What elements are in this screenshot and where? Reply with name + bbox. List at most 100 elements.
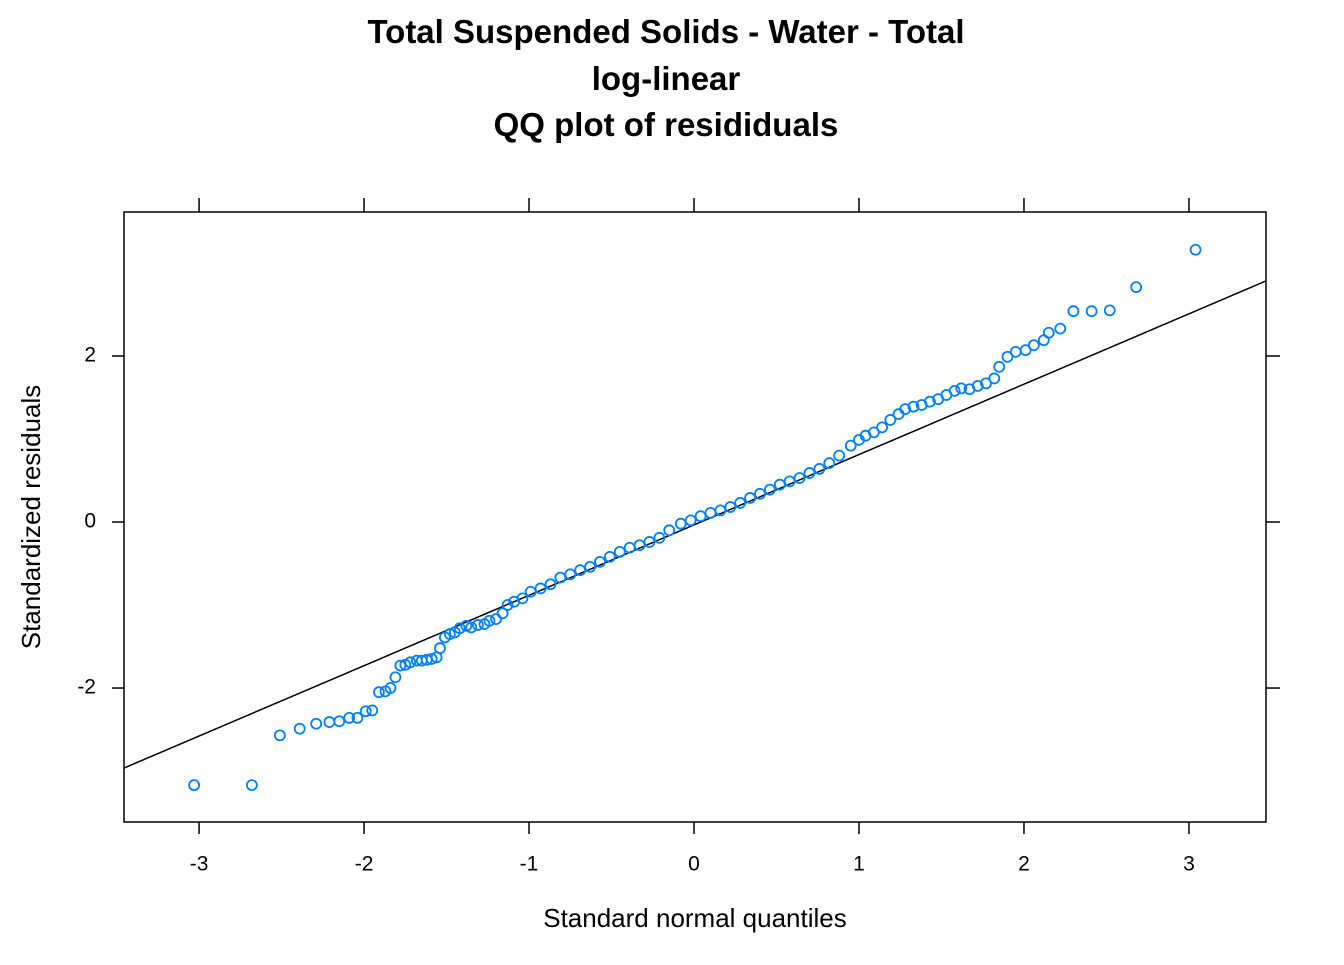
- point: [714, 504, 727, 517]
- point: [1085, 305, 1098, 318]
- point: [310, 717, 323, 730]
- point: [724, 501, 737, 513]
- point: [1027, 339, 1040, 352]
- x-tick-label: 2: [1018, 853, 1030, 876]
- x-tick-label: 3: [1183, 853, 1195, 876]
- point: [1009, 345, 1022, 358]
- y-tick-label: -2: [77, 676, 96, 699]
- point: [351, 712, 364, 724]
- point: [584, 560, 596, 573]
- point: [955, 382, 968, 395]
- point: [844, 439, 857, 452]
- x-axis-label: Standard normal quantiles: [543, 903, 847, 933]
- point: [574, 564, 587, 577]
- point: [1130, 281, 1143, 294]
- x-tick-label: -2: [355, 853, 374, 876]
- point: [394, 659, 407, 672]
- point: [663, 524, 676, 537]
- point: [744, 492, 757, 504]
- point: [773, 478, 786, 491]
- point: [496, 607, 509, 620]
- point: [613, 546, 626, 558]
- point: [783, 475, 796, 488]
- point: [359, 705, 372, 718]
- x-tick-label: 0: [688, 853, 700, 876]
- point: [1054, 322, 1067, 335]
- point: [554, 571, 567, 584]
- point: [245, 779, 258, 792]
- point: [490, 613, 502, 626]
- point: [833, 449, 846, 462]
- point: [764, 483, 776, 496]
- point: [704, 506, 717, 519]
- point: [694, 510, 707, 523]
- chart-title: Total Suspended Solids - Water - Total: [367, 13, 964, 50]
- point: [971, 379, 984, 392]
- point: [1019, 344, 1032, 357]
- point: [884, 414, 897, 426]
- chart-subtitle: QQ plot of resididuals: [494, 106, 839, 143]
- point: [483, 614, 496, 627]
- point: [653, 531, 666, 544]
- chart-subtitle: log-linear: [592, 60, 741, 97]
- point: [734, 497, 747, 509]
- point: [948, 384, 961, 397]
- point: [343, 712, 356, 724]
- reference-line: [123, 280, 1267, 769]
- point: [465, 621, 478, 634]
- point: [1189, 243, 1202, 256]
- point: [993, 360, 1006, 373]
- point: [1042, 326, 1055, 339]
- point: [623, 541, 636, 554]
- point: [1067, 305, 1080, 318]
- point: [501, 599, 514, 611]
- point: [524, 585, 537, 598]
- point: [603, 550, 616, 563]
- x-tick-label: -3: [190, 853, 209, 876]
- point: [434, 642, 446, 655]
- point: [516, 592, 529, 605]
- point: [988, 372, 1001, 385]
- point: [534, 582, 547, 595]
- point: [643, 536, 656, 548]
- point: [674, 517, 687, 530]
- point: [471, 619, 484, 631]
- point: [823, 457, 836, 469]
- x-tick-label: 1: [853, 853, 865, 876]
- point: [274, 729, 286, 742]
- point: [564, 568, 577, 581]
- point: [443, 628, 456, 640]
- point: [404, 656, 417, 669]
- y-axis-label: Standardized residuals: [16, 385, 46, 650]
- point: [425, 653, 438, 665]
- point: [323, 716, 336, 728]
- point: [460, 619, 473, 632]
- point: [293, 722, 306, 735]
- point: [1001, 350, 1014, 363]
- point: [1103, 304, 1116, 317]
- point: [803, 467, 816, 479]
- plot-frame: [123, 211, 1267, 823]
- point: [876, 421, 888, 434]
- point: [453, 622, 466, 635]
- point: [980, 377, 992, 390]
- point: [754, 487, 766, 500]
- point: [793, 472, 806, 484]
- point: [633, 539, 646, 552]
- y-tick-label: 2: [84, 344, 96, 367]
- point: [924, 395, 936, 408]
- point: [389, 671, 402, 684]
- point: [907, 400, 920, 413]
- y-tick-label: 0: [84, 510, 96, 533]
- x-tick-label: -1: [520, 853, 539, 876]
- point: [333, 715, 346, 728]
- point: [366, 704, 379, 717]
- point: [867, 426, 880, 439]
- point: [684, 514, 697, 527]
- point: [188, 779, 201, 792]
- point: [384, 682, 397, 694]
- point: [544, 578, 557, 591]
- point: [594, 555, 606, 568]
- point: [899, 403, 912, 416]
